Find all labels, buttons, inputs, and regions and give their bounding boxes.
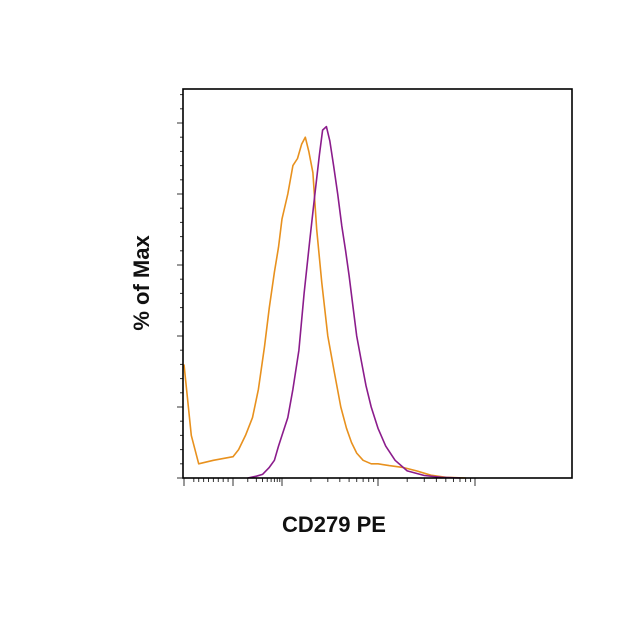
plot-frame [182, 88, 573, 479]
y-axis-label: % of Max [129, 235, 154, 331]
series-layer [183, 125, 466, 479]
x-axis-label: CD279 PE [282, 512, 386, 537]
tick-marks [177, 94, 476, 486]
histogram-series-2 [247, 125, 461, 479]
histogram-series-1 [183, 136, 466, 479]
